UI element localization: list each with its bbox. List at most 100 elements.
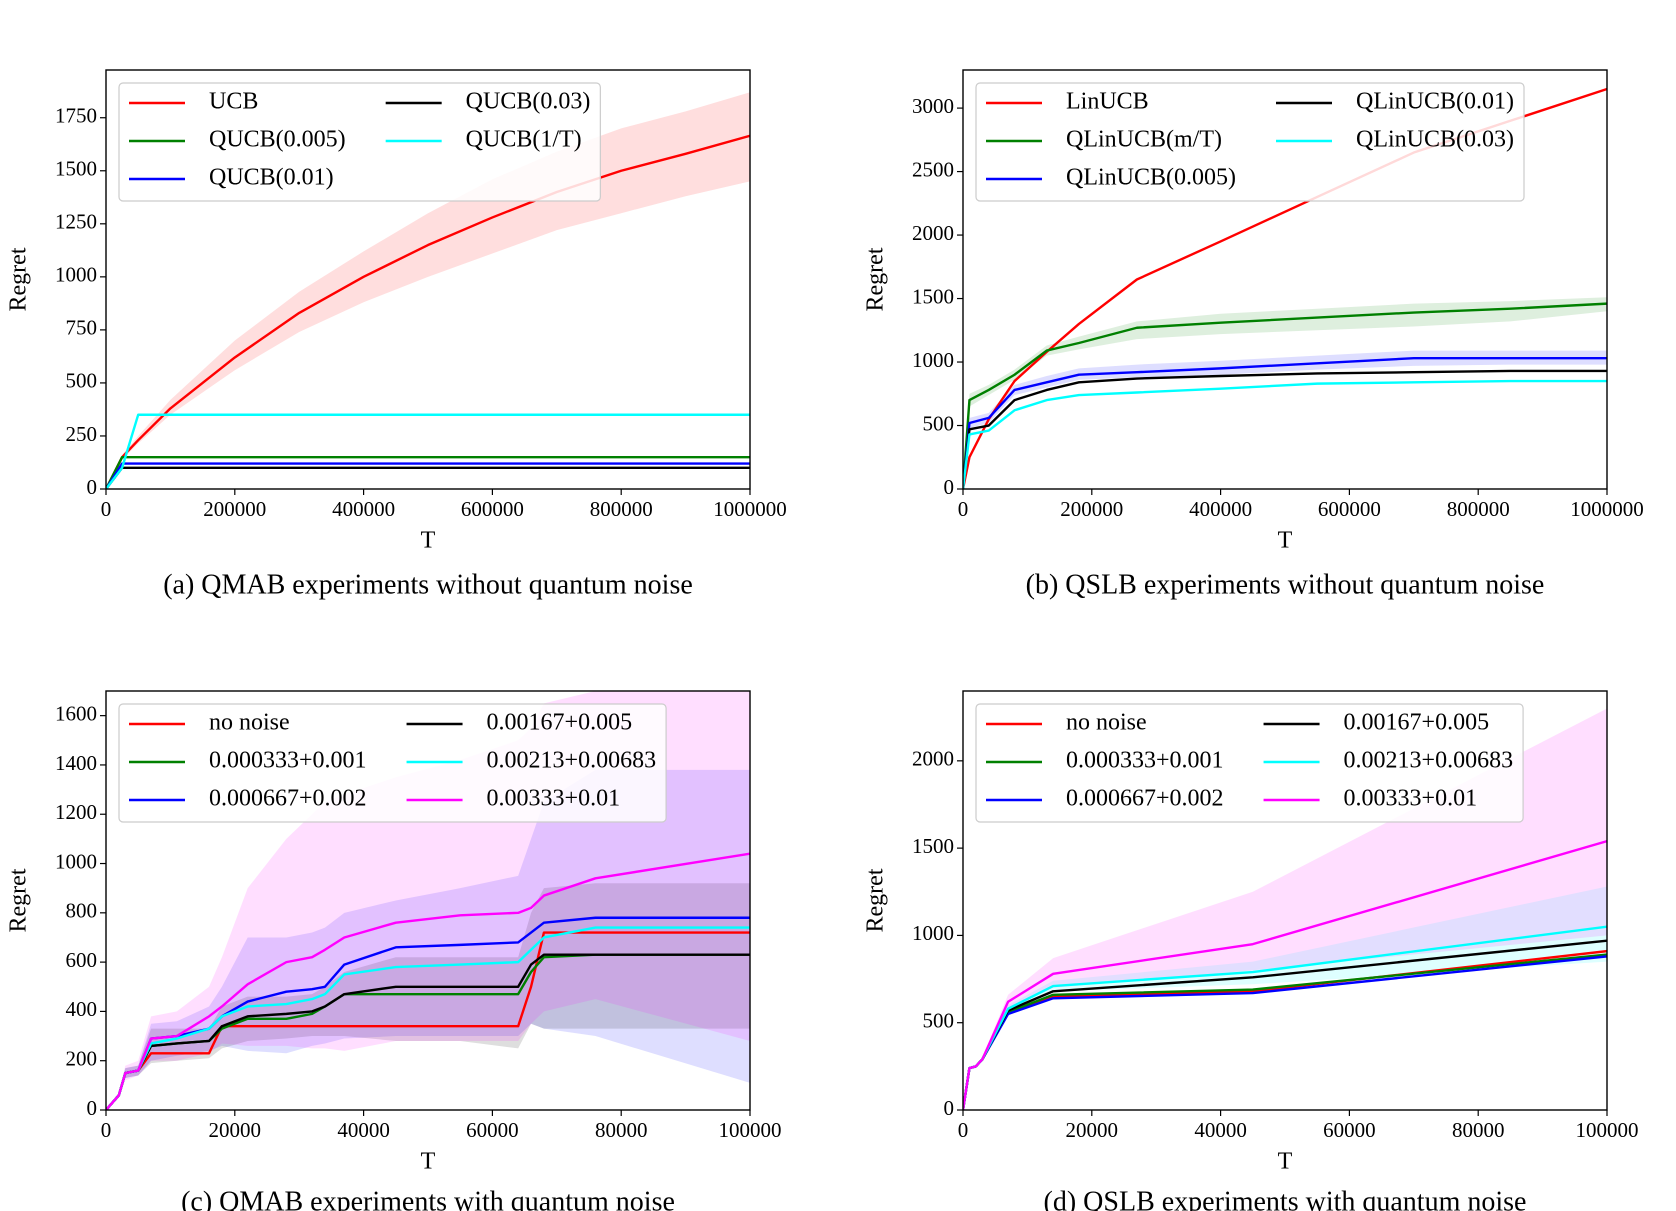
confidence-band: [963, 297, 1607, 489]
x-tick-label: 20000: [209, 1118, 262, 1142]
legend-label: 0.00213+0.00683: [1344, 748, 1514, 774]
caption: (a) QMAB experiments without quantum noi…: [163, 569, 693, 600]
legend-box: [975, 82, 1525, 202]
caption: (b) QSLB experiments without quantum noi…: [1026, 569, 1545, 600]
y-tick-label: 1000: [55, 263, 97, 287]
y-tick-label: 1000: [55, 849, 97, 873]
legend-label: 0.000333+0.001: [1066, 748, 1224, 774]
legend: no noise 0.000333+0.001 0.000667+0.002 0.00…: [975, 703, 1524, 823]
x-tick-label: 600000: [1318, 497, 1381, 521]
x-tick-label: 0: [101, 497, 112, 521]
legend: LinUCB QLinUCB(m/T) QLinUCB(0.005) QLinUCB(…: [975, 82, 1525, 202]
plot-frame: [962, 69, 1608, 490]
series-line: [106, 413, 750, 489]
x-tick-label: 20000: [1066, 1118, 1119, 1142]
legend-label: QLinUCB(0.01): [1356, 89, 1514, 115]
y-axis-label: Regret: [6, 868, 32, 932]
series-line: [963, 302, 1607, 489]
x-axis-label: T: [421, 528, 436, 554]
y-tick-label: 3000: [912, 94, 954, 118]
y-axis-label: Regret: [863, 247, 889, 311]
series-line: [106, 455, 750, 489]
series-line: [963, 357, 1607, 489]
legend: no noise 0.000333+0.001 0.000667+0.002 0.00…: [118, 703, 667, 823]
y-tick-label: 0: [87, 475, 98, 499]
x-tick-label: 600000: [461, 497, 524, 521]
caption: (c) QMAB experiments with quantum noise: [181, 1186, 675, 1211]
y-tick-label: 0: [944, 475, 955, 499]
series-line: [106, 466, 750, 489]
legend-label: QUCB(0.005): [209, 127, 346, 153]
y-tick-label: 500: [66, 369, 98, 393]
x-tick-label: 200000: [203, 497, 266, 521]
x-axis-label: T: [1278, 528, 1293, 554]
confidence-band: [963, 886, 1607, 1110]
confidence-band: [963, 350, 1607, 489]
legend-box: [975, 703, 1524, 823]
y-tick-label: 0: [944, 1096, 955, 1120]
y-tick-label: 500: [923, 411, 955, 435]
y-tick-label: 1000: [912, 348, 954, 372]
x-tick-label: 80000: [1452, 1118, 1505, 1142]
legend-label: QUCB(1/T): [466, 127, 582, 153]
x-axis-label: T: [1278, 1149, 1293, 1175]
x-tick-label: 40000: [337, 1118, 390, 1142]
legend-label: UCB: [209, 89, 258, 115]
y-tick-label: 1250: [55, 210, 97, 234]
y-tick-label: 1750: [55, 104, 97, 128]
legend-label: 0.000667+0.002: [1066, 786, 1224, 812]
legend-label: LinUCB: [1066, 89, 1149, 115]
x-tick-label: 0: [958, 1118, 969, 1142]
legend-label: 0.00213+0.00683: [487, 748, 657, 774]
y-tick-label: 1000: [912, 921, 954, 945]
series-line: [106, 134, 750, 489]
y-tick-label: 200: [66, 1047, 98, 1071]
plot-frame: [105, 690, 751, 1111]
x-tick-label: 60000: [466, 1118, 519, 1142]
legend-box: [118, 703, 667, 823]
confidence-band: [106, 883, 750, 1110]
x-tick-label: 0: [101, 1118, 112, 1142]
y-tick-label: 2000: [912, 747, 954, 771]
y-tick-label: 2000: [912, 221, 954, 245]
x-tick-label: 400000: [332, 497, 395, 521]
caption: (d) QSLB experiments with quantum noise: [1044, 1186, 1527, 1211]
x-tick-label: 60000: [1323, 1118, 1376, 1142]
series-line: [106, 852, 750, 1110]
legend-label: no noise: [1066, 710, 1147, 736]
x-tick-label: 400000: [1189, 497, 1252, 521]
y-tick-label: 1500: [912, 284, 954, 308]
x-tick-label: 1000000: [1570, 497, 1644, 521]
confidence-band: [106, 769, 750, 1110]
y-tick-label: 0: [87, 1096, 98, 1120]
y-tick-label: 750: [66, 316, 98, 340]
legend-label: 0.00333+0.01: [1344, 786, 1478, 812]
x-tick-label: 800000: [1447, 497, 1510, 521]
x-tick-label: 80000: [595, 1118, 648, 1142]
x-tick-label: 200000: [1060, 497, 1123, 521]
y-tick-label: 1500: [55, 157, 97, 181]
y-tick-label: 500: [923, 1009, 955, 1033]
y-tick-label: 400: [66, 997, 98, 1021]
legend-label: 0.00333+0.01: [487, 786, 621, 812]
legend-label: QLinUCB(0.005): [1066, 165, 1236, 191]
panel: 0 200 400 600 800 1000 1200 1400 1600 0 20000 40000…: [6, 690, 782, 1211]
y-tick-label: 1600: [55, 701, 97, 725]
plot-frame: [962, 690, 1608, 1111]
x-tick-label: 100000: [719, 1118, 782, 1142]
legend-label: 0.00167+0.005: [487, 710, 633, 736]
legend-label: no noise: [209, 710, 290, 736]
y-tick-label: 600: [66, 948, 98, 972]
x-tick-label: 40000: [1194, 1118, 1247, 1142]
plot-frame: [105, 69, 751, 490]
legend-label: QLinUCB(m/T): [1066, 127, 1222, 153]
legend-label: QUCB(0.01): [209, 165, 334, 191]
legend-label: QLinUCB(0.03): [1356, 127, 1514, 153]
y-tick-label: 1400: [55, 751, 97, 775]
y-axis-label: Regret: [863, 868, 889, 932]
legend-label: QUCB(0.03): [466, 89, 591, 115]
x-tick-label: 0: [958, 497, 969, 521]
y-tick-label: 800: [66, 899, 98, 923]
